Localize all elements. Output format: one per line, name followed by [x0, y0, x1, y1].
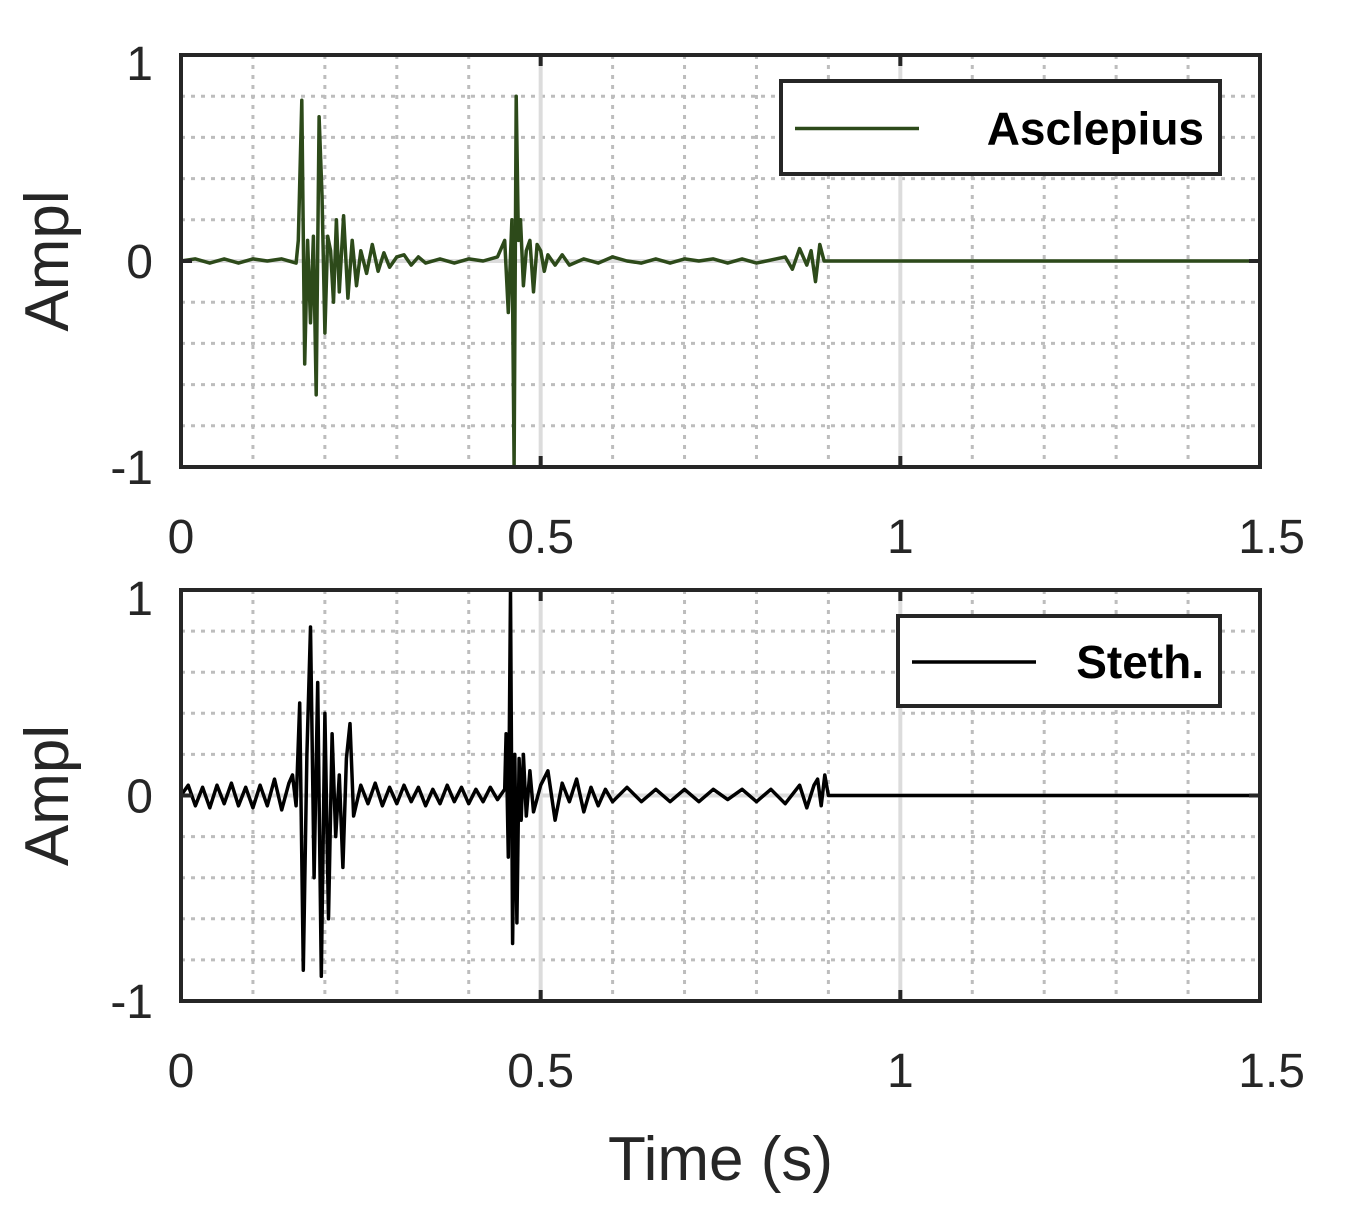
chart-panel-top: 0 0.5 1 1.5 -1 0 1 Ampl Asclepius	[13, 38, 1305, 564]
series-line-steth	[179, 588, 1260, 979]
y-tick-label: -1	[110, 976, 153, 1029]
series-line-asclepius	[180, 94, 1260, 469]
y-tick-label: 0	[126, 771, 153, 824]
x-tick-label: 0	[168, 1045, 195, 1098]
legend-label: Steth.	[1076, 636, 1204, 688]
x-axis-label: Time (s)	[608, 1125, 833, 1194]
x-tick-label: 0.5	[507, 1045, 574, 1098]
x-tick-label: 0	[168, 511, 195, 564]
y-tick-label: 1	[126, 38, 153, 91]
chart-panel-bottom: 0 0.5 1 1.5 -1 0 1 Ampl Time (s) Steth.	[13, 573, 1305, 1194]
x-tick-label: 0.5	[507, 511, 574, 564]
y-tick-label: 0	[126, 236, 153, 289]
y-tick-label: -1	[110, 442, 153, 495]
y-axis-label: Ampl	[13, 725, 82, 866]
legend-label: Asclepius	[987, 103, 1204, 155]
legend: Asclepius	[779, 79, 1222, 176]
x-tick-label: 1.5	[1238, 1045, 1305, 1098]
y-tick-label: 1	[126, 573, 153, 626]
y-axis-label: Ampl	[13, 190, 82, 331]
x-tick-label: 1.5	[1238, 511, 1305, 564]
x-tick-label: 1	[887, 1045, 914, 1098]
x-tick-label: 1	[887, 511, 914, 564]
legend: Steth.	[896, 614, 1222, 708]
